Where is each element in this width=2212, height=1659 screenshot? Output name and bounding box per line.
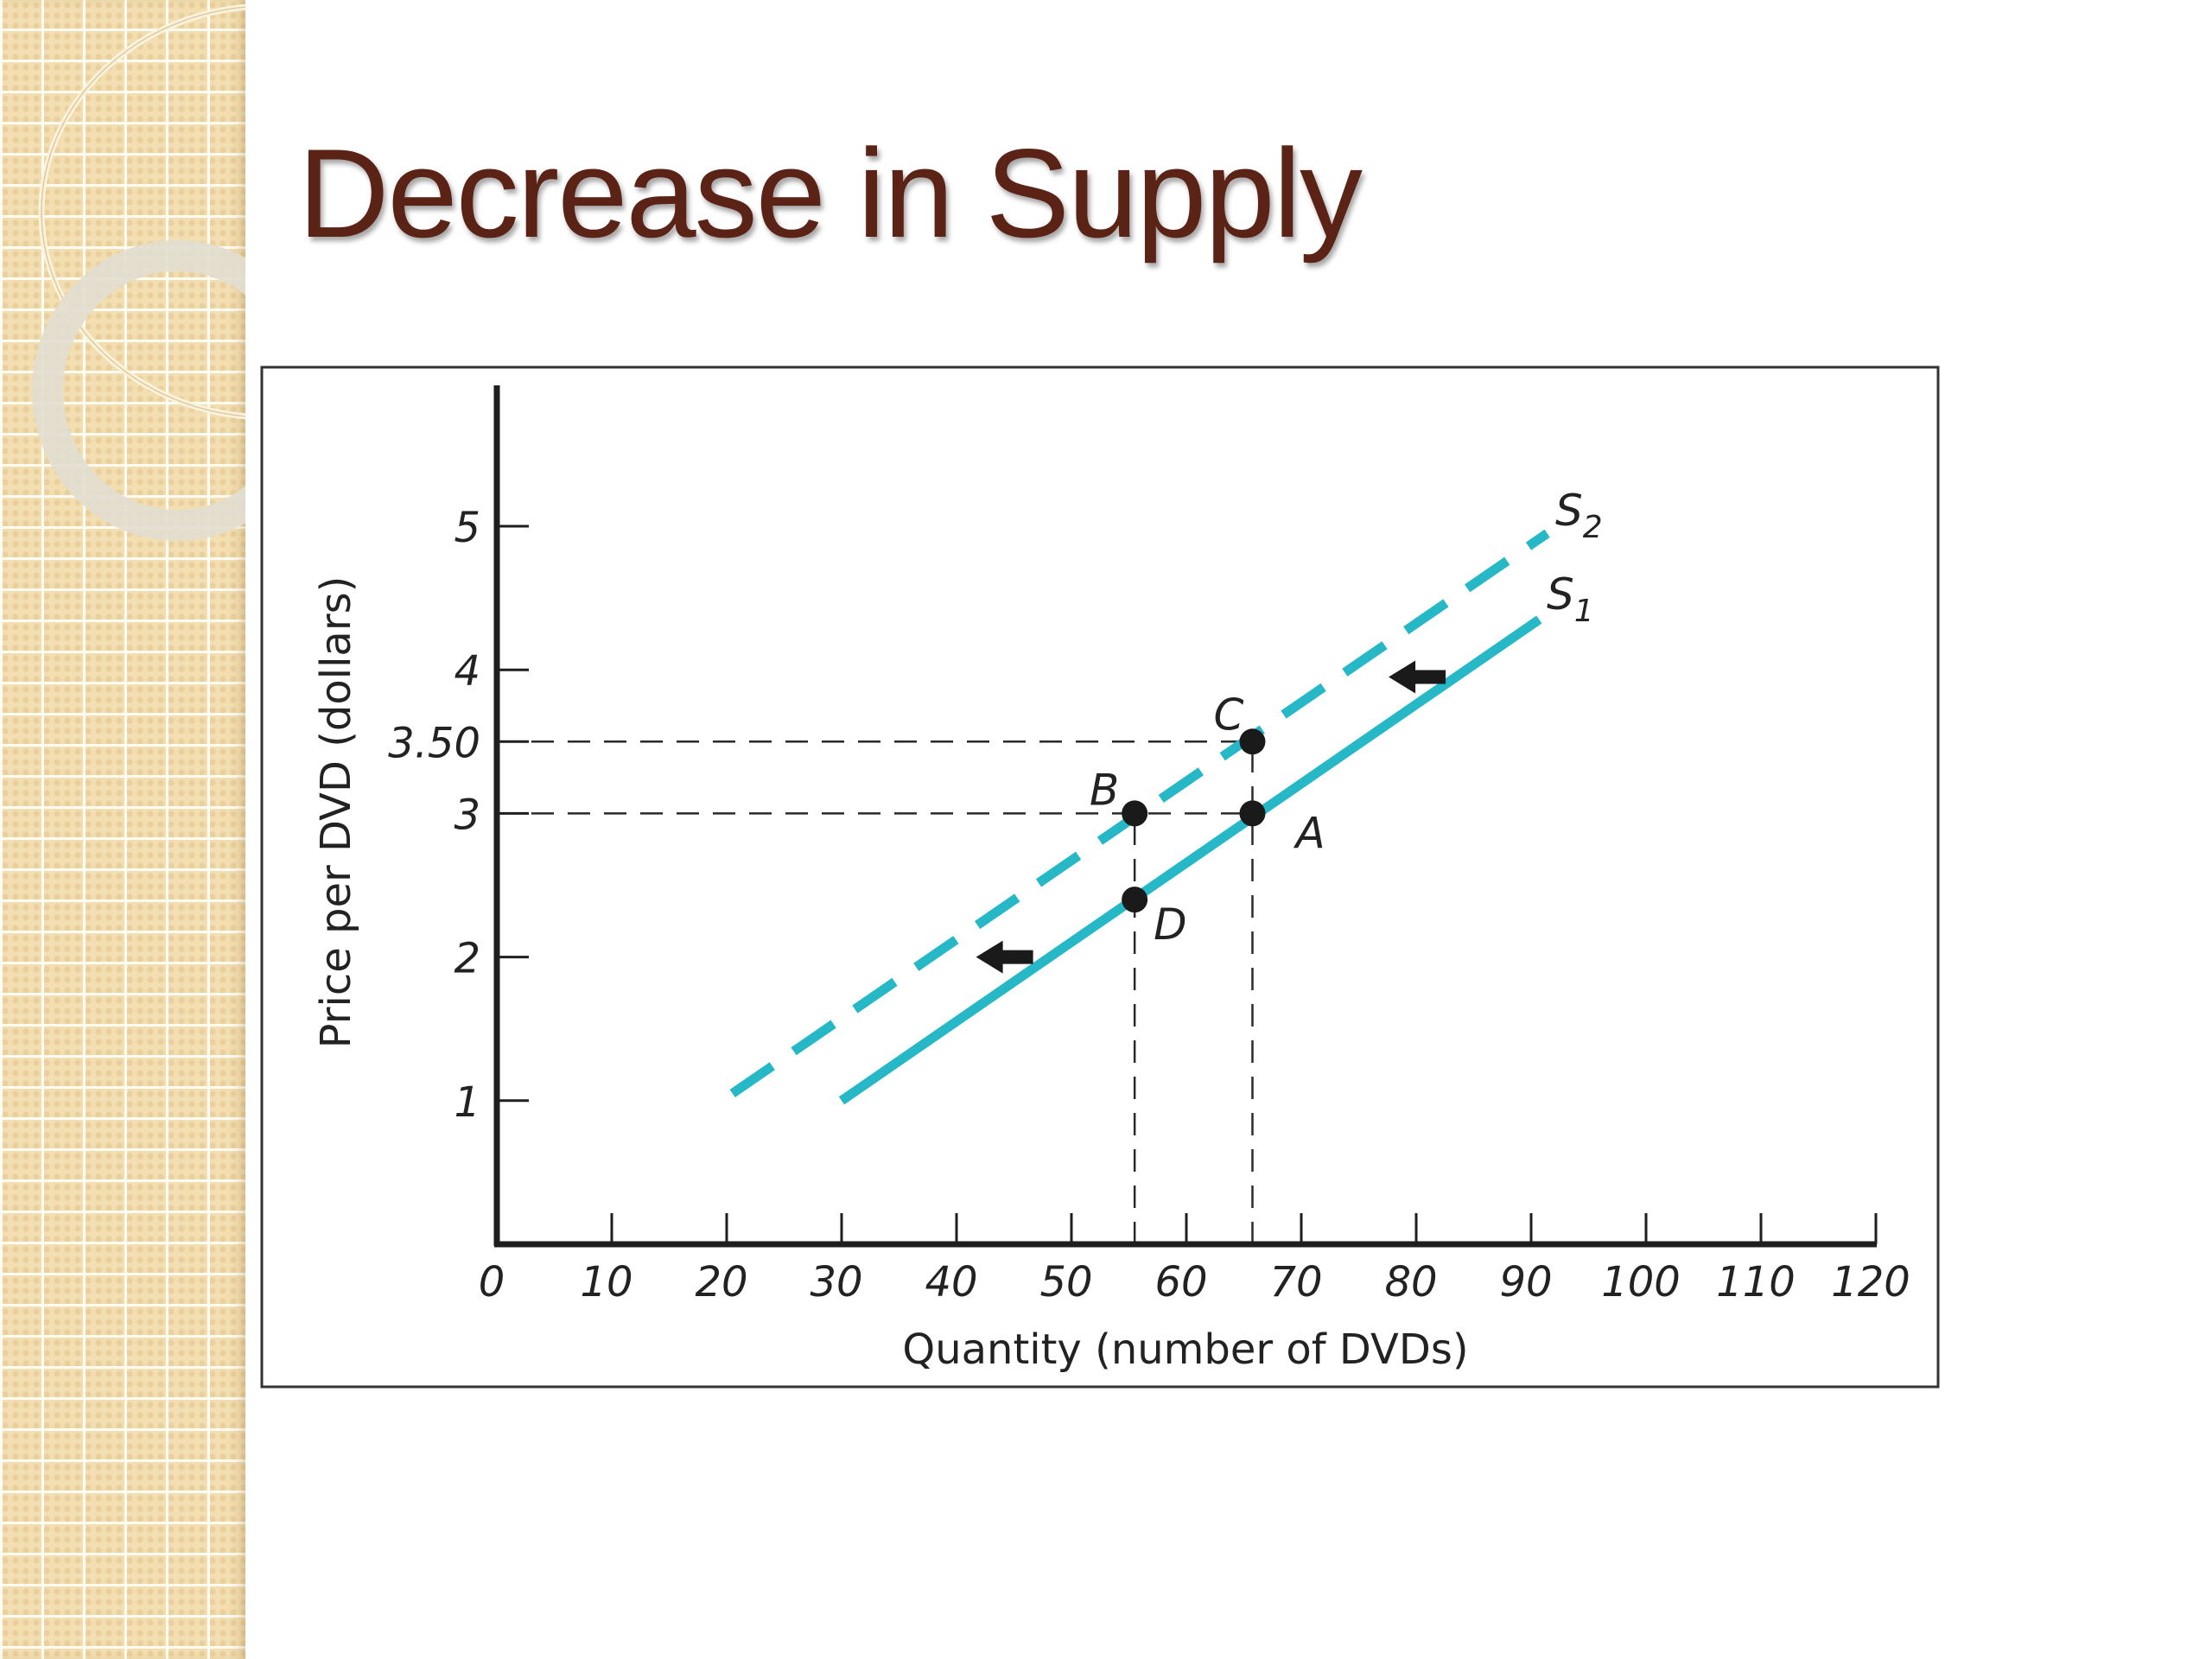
point-c	[1239, 728, 1266, 755]
x-tick-label: 10	[580, 1258, 632, 1306]
y-tick-label: 2	[454, 935, 480, 983]
s2-label-sub: 2	[1583, 510, 1603, 545]
shift-arrow-icon	[976, 940, 1033, 974]
s1-label-main: S	[1547, 569, 1574, 620]
decorative-rings-icon	[32, 3, 245, 541]
supply-curves	[729, 529, 1550, 1105]
x-tick-label: 90	[1499, 1258, 1552, 1306]
point-b	[1122, 800, 1148, 827]
y-axis-title: Price per DVD (dollars)	[312, 576, 360, 1049]
equilibrium-points: A B C D	[1090, 690, 1325, 950]
y-tick-label: 4	[454, 647, 480, 696]
supply-curve-s1	[838, 615, 1542, 1105]
x-tick-label: 100	[1601, 1258, 1681, 1306]
shift-arrows	[976, 660, 1446, 974]
shift-arrow-icon	[1389, 660, 1446, 694]
y-tick-label: 1	[454, 1078, 480, 1127]
y-ticks: 1 2 3 3.50 4 5	[388, 504, 529, 1127]
s2-label-main: S	[1555, 486, 1583, 536]
point-a	[1239, 800, 1266, 827]
x-tick-label: 120	[1831, 1258, 1910, 1306]
point-label: D	[1154, 899, 1187, 950]
point-d	[1122, 887, 1148, 913]
x-tick-label: 0	[479, 1258, 505, 1306]
s1-label-sub: 1	[1574, 594, 1594, 629]
x-tick-label: 40	[925, 1258, 977, 1306]
x-axis-title: Quantity (number of DVDs)	[902, 1325, 1468, 1374]
series-label-s1: S1	[1547, 569, 1594, 629]
x-tick-label: 30	[810, 1258, 862, 1306]
x-ticks: 0 10 20 30 40 50 60 70 80 90 100 110 120	[479, 1213, 1910, 1306]
y-tick-label: 3.50	[388, 719, 480, 767]
x-tick-label: 110	[1716, 1258, 1796, 1306]
series-label-s2: S2	[1555, 486, 1603, 545]
point-label: A	[1293, 808, 1325, 858]
point-label: B	[1090, 765, 1119, 815]
decorative-sidebar	[0, 0, 245, 1659]
x-tick-label: 80	[1384, 1258, 1437, 1306]
supply-curve-s2	[729, 529, 1550, 1098]
x-tick-label: 70	[1269, 1258, 1322, 1306]
x-tick-label: 20	[695, 1258, 747, 1306]
x-tick-label: 60	[1154, 1258, 1207, 1306]
x-tick-label: 50	[1039, 1258, 1092, 1306]
chart-frame	[260, 365, 1940, 1389]
y-tick-label: 5	[454, 504, 480, 552]
point-label: C	[1214, 690, 1244, 740]
y-tick-label: 3	[454, 791, 480, 839]
slide-title: Decrease in Supply	[298, 123, 1363, 264]
